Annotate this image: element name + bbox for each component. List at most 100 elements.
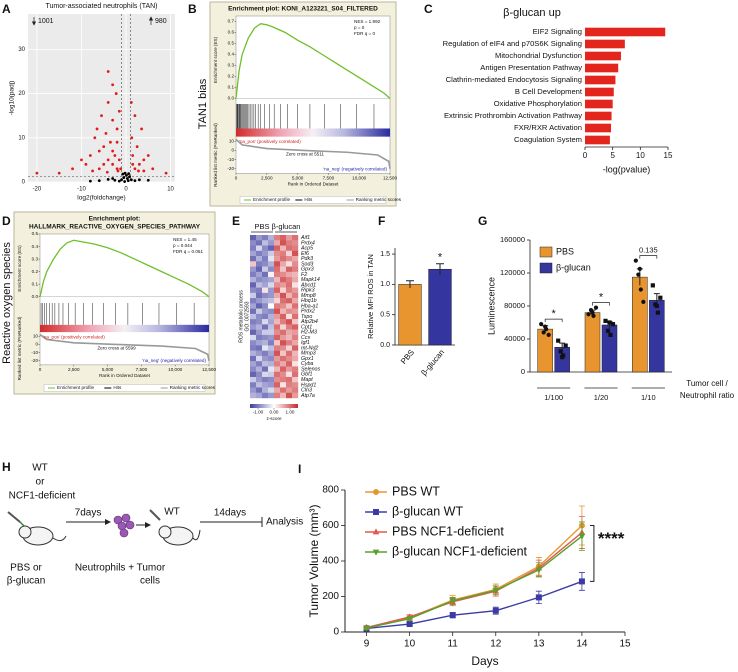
- point: [125, 177, 129, 180]
- data-point: [608, 332, 613, 337]
- heat-cell: [274, 324, 281, 330]
- row-label: Prdx2: [301, 309, 315, 315]
- heat-cell: [292, 308, 299, 315]
- stat-text: FDR q = 0.061: [173, 249, 203, 254]
- heat-cell: [262, 303, 269, 309]
- point: [71, 167, 74, 171]
- point: [111, 83, 115, 87]
- heat-cell: [256, 261, 263, 267]
- y-tick-label: 400: [322, 556, 339, 567]
- donor-text: WT: [32, 463, 48, 474]
- x-axis-label: -log(pvalue): [603, 164, 651, 174]
- heat-cell: [268, 392, 275, 399]
- category-label: Antigen Presentation Pathway: [480, 63, 582, 72]
- stat-text: p = 0: [354, 25, 365, 30]
- heat-cell: [292, 366, 299, 372]
- y-tick-label: 0: [333, 627, 339, 638]
- x-tick-label: 0: [235, 176, 238, 181]
- x-tick-label: 12: [490, 639, 502, 650]
- y-tick-label: 0.2: [32, 269, 39, 274]
- heat-cell: [280, 366, 287, 372]
- step-text: 7days: [75, 508, 102, 519]
- panel-label: B: [188, 2, 197, 16]
- point: [131, 162, 135, 166]
- plot-area: [235, 15, 391, 174]
- significance-bracket: [639, 255, 658, 259]
- heat-cell: [292, 319, 299, 325]
- point: [492, 587, 500, 594]
- zero-cross: Zero cross at 5511: [286, 152, 324, 157]
- heat-cell: [280, 340, 287, 346]
- heat-cell: [274, 387, 281, 393]
- cell: [125, 520, 135, 530]
- y-axis-label: Enrichment score (ES): [213, 36, 218, 83]
- y-axis-label: ROS metabolic process: [238, 290, 244, 343]
- heat-cell: [268, 271, 275, 278]
- heat-cell: [256, 361, 263, 367]
- error-bar: [406, 280, 414, 289]
- point: [164, 171, 168, 175]
- heat-cell: [286, 340, 293, 346]
- y-tick-label: -10: [31, 350, 38, 355]
- heat-cell: [286, 361, 293, 367]
- heat-cell: [286, 334, 293, 341]
- heat-cell: [250, 392, 257, 399]
- bar: [398, 284, 422, 346]
- heat-cell: [286, 282, 293, 288]
- y-tick-label: 10: [18, 135, 25, 141]
- x-axis-label: Rank in Ordered Dataset: [99, 373, 151, 378]
- x-tick-label: 0: [124, 187, 128, 193]
- x-tick-label: 10: [167, 187, 174, 193]
- heat-cell: [268, 361, 275, 367]
- heat-cell: [268, 235, 275, 241]
- heat-cell: [262, 292, 269, 299]
- legend-box: [43, 384, 206, 392]
- heat-cell: [268, 324, 275, 330]
- row-label: Aif1: [300, 235, 310, 241]
- panel-label: A: [2, 2, 11, 16]
- cells-text: cells: [140, 576, 160, 587]
- heat-cell: [274, 235, 281, 241]
- neg-label: 'na_neg' (negatively correlated): [142, 358, 206, 363]
- heat-cell: [280, 303, 287, 309]
- annotation: *: [438, 252, 443, 264]
- point: [117, 158, 121, 162]
- point: [57, 171, 61, 175]
- heat-cell: [268, 240, 275, 246]
- heat-cell: [262, 308, 269, 315]
- heat-cell: [268, 350, 275, 357]
- point: [406, 621, 413, 628]
- heat-cell: [280, 256, 287, 262]
- heat-cell: [262, 345, 269, 351]
- bar: [428, 268, 452, 346]
- cell: [121, 513, 131, 523]
- data-point: [560, 355, 565, 360]
- point: [35, 171, 39, 175]
- heat-cell: [250, 361, 257, 367]
- row-label: Pdk3: [301, 256, 313, 262]
- category-label: 1/100: [544, 393, 563, 402]
- y-tick-label: 80000: [504, 301, 525, 310]
- point: [109, 140, 112, 144]
- heat-cell: [280, 240, 287, 246]
- point: [535, 594, 542, 601]
- heat-cell: [262, 298, 269, 304]
- x-tick-label: 9: [364, 639, 370, 650]
- bar: [585, 63, 619, 73]
- legend-label: Enrichment profile: [253, 197, 290, 202]
- heat-cell: [250, 271, 257, 278]
- heat-cell: [274, 240, 281, 246]
- heat-cell: [250, 340, 257, 346]
- heat-cell: [292, 329, 299, 336]
- heat-cell: [256, 392, 263, 399]
- x-tick-label: 2,500: [68, 367, 80, 372]
- point: [363, 625, 370, 632]
- y-tick-label: 0.1: [228, 85, 235, 90]
- point: [113, 178, 117, 182]
- data-point: [607, 320, 612, 325]
- heat-cell: [262, 350, 269, 357]
- heat-cell: [250, 235, 257, 241]
- category-label: β-glucan: [419, 348, 446, 377]
- legend-marker: [372, 528, 380, 535]
